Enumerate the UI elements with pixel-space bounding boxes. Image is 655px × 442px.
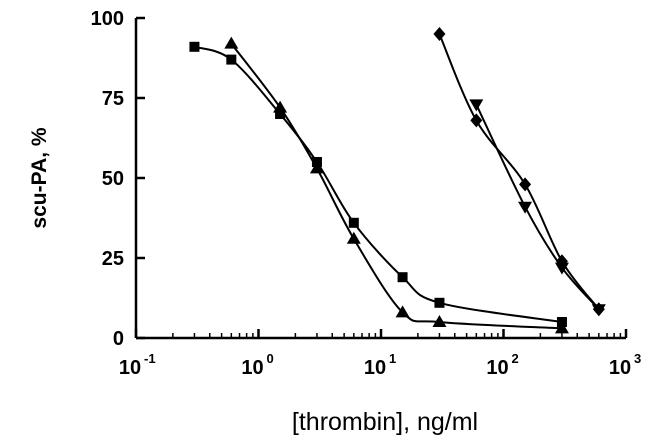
y-tick-label: 75 bbox=[102, 88, 124, 110]
data-point-triangle-up bbox=[554, 321, 569, 334]
axes bbox=[134, 18, 626, 340]
y-tick-label: 100 bbox=[91, 8, 124, 30]
ticks bbox=[134, 16, 628, 340]
series-line-triangle-down bbox=[475, 103, 600, 310]
data-point-diamond bbox=[519, 177, 532, 192]
data-point-square bbox=[434, 297, 445, 308]
data-point-diamond bbox=[470, 113, 483, 128]
data-point-triangle-down bbox=[469, 99, 484, 112]
data-point-square bbox=[348, 217, 359, 228]
y-tick-label: 50 bbox=[102, 168, 124, 190]
x-tick-exponent: 3 bbox=[634, 351, 641, 366]
data-point-square bbox=[397, 272, 408, 283]
x-axis-title: [thrombin], ng/ml bbox=[292, 408, 478, 436]
x-tick-exponent: 1 bbox=[389, 351, 396, 366]
series-markers bbox=[189, 27, 606, 334]
x-tick-exponent: -1 bbox=[144, 351, 156, 366]
x-tick-label: 10 bbox=[609, 357, 631, 379]
y-axis-title: scu-PA, % bbox=[28, 127, 51, 228]
data-point-triangle-up bbox=[224, 36, 239, 49]
y-tick-label: 25 bbox=[102, 248, 124, 270]
data-point-square bbox=[189, 41, 200, 52]
data-point-triangle-down bbox=[518, 201, 533, 214]
series-line-triangle-up bbox=[230, 42, 562, 330]
x-tick-label: 10 bbox=[241, 357, 263, 379]
data-point-triangle-down bbox=[591, 304, 606, 317]
data-point-triangle-down bbox=[554, 262, 569, 275]
data-point-triangle-up bbox=[395, 305, 410, 318]
data-point-triangle-up bbox=[432, 315, 447, 327]
data-point-triangle-up bbox=[273, 100, 288, 113]
data-point-square bbox=[275, 109, 286, 119]
x-tick-label: 10 bbox=[486, 357, 508, 379]
y-tick-label: 0 bbox=[113, 328, 124, 350]
x-tick-exponent: 2 bbox=[512, 351, 519, 366]
x-tick-exponent: 0 bbox=[267, 351, 274, 366]
x-tick-label: 10 bbox=[364, 357, 386, 379]
series-lines bbox=[194, 33, 600, 330]
data-point-triangle-up bbox=[346, 231, 361, 244]
data-point-square bbox=[226, 54, 237, 65]
data-point-triangle-up bbox=[309, 161, 324, 174]
data-point-diamond bbox=[433, 27, 446, 41]
series-line-diamond bbox=[438, 33, 600, 310]
x-tick-label: 10 bbox=[119, 357, 141, 379]
